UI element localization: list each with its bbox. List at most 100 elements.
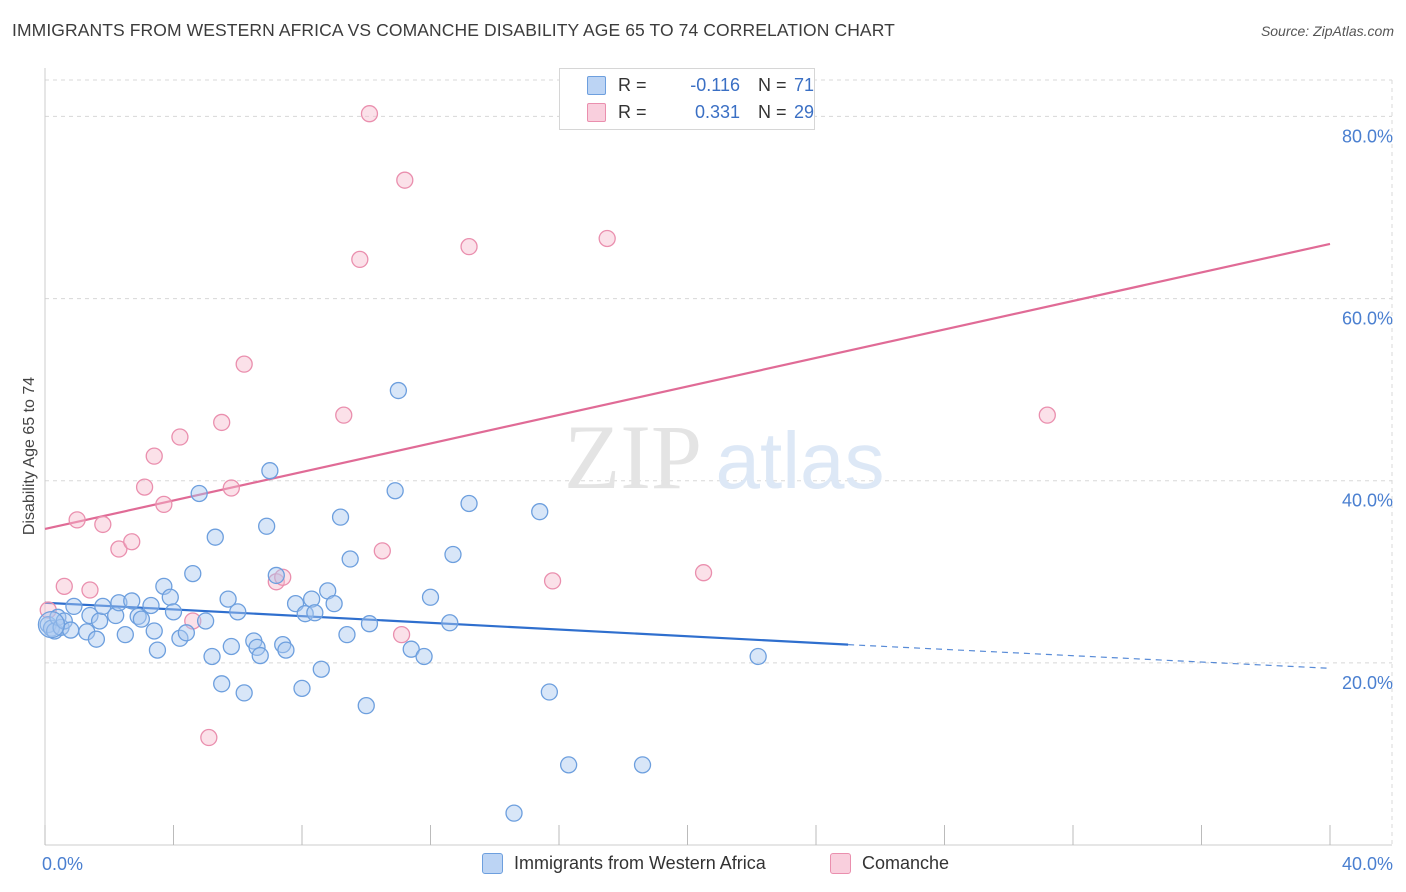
pink-data-point [598,229,616,248]
blue-data-point [184,564,202,583]
y-tick-label: 60.0% [1342,309,1393,329]
blue-data-point [389,381,408,400]
blue-data-point [331,508,350,526]
blue-data-point [444,545,462,564]
blue-data-point [415,647,433,666]
blue-data-point [213,675,231,693]
pink-data-point [360,105,379,123]
legend-n-value: 71 [794,75,815,95]
watermark-atlas: atlas [716,416,885,505]
blue-data-point [325,595,343,613]
blue-data-point [531,503,549,521]
pink-data-point [68,511,86,529]
blue-data-point [123,592,141,610]
trend-lines [44,242,1331,669]
tick-labels: 20.0% 40.0% 60.0% 80.0% 0.0% 40.0% [42,126,1393,874]
blue-data-point [177,624,196,642]
blue-data-point [196,612,215,630]
pink-data-point [123,533,141,551]
chart-source: Source: ZipAtlas.com [1260,23,1394,39]
pink-data-point [351,250,369,269]
pink-data-point [213,413,231,432]
legend-n-value: 29 [794,102,815,122]
pink-data-point [373,542,391,560]
blue-data-point [90,612,109,630]
blue-data-point [129,607,147,626]
blue-data-point [161,588,179,606]
blue-data-point [87,630,106,648]
blue-data-point [357,697,375,715]
x-tick-label: 40.0% [1342,854,1393,874]
blue-data-point [306,604,324,622]
blue-data-point [338,625,356,644]
blue-data-point [81,606,99,625]
legend-r-label: R = [618,102,647,122]
blue-data-point [341,550,359,568]
chart-title: IMMIGRANTS FROM WESTERN AFRICA VS COMANC… [12,20,895,40]
y-tick-label: 40.0% [1342,491,1393,511]
pink-data-point [396,171,414,189]
data-points [37,105,1056,822]
blue-data-point [293,679,311,698]
blue-data-point [460,494,478,513]
blue-data-point [142,596,160,615]
x-tick-label: 0.0% [42,854,83,874]
blue-data-point [277,641,295,659]
blue-data-point [116,625,134,644]
blue-data-point [94,597,112,616]
blue-data-point [749,647,767,666]
blue-data-point [219,590,237,608]
axes [44,68,1392,846]
blue-data-point [206,528,224,546]
blue-data-point [441,614,459,632]
blue-data-point [633,756,652,774]
legend-label: Immigrants from Western Africa [514,853,766,873]
pink-data-point [1038,406,1056,424]
blue-data-point [402,640,420,658]
blue-data-point [360,615,379,633]
blue-data-point [386,482,404,500]
blue-data-point [65,597,83,616]
legend-r-value: 0.331 [694,102,740,122]
pink-data-point [135,478,154,496]
pink-data-point [155,495,173,514]
correlation-legend: R = -0.116 N = 71 R = 0.331 N = 29 [559,68,815,130]
pink-data-point [392,625,411,644]
y-tick-label: 80.0% [1342,126,1393,146]
watermark-zip: ZIP [564,406,702,508]
pink-data-point [94,515,112,534]
blue-data-point [312,660,330,678]
blue-data-point [267,566,285,585]
blue-data-point [235,684,253,702]
pink-data-point [200,728,218,747]
blue-data-point [505,804,523,822]
blue-data-point [62,621,80,639]
pink-data-point [335,406,353,424]
blue-trend-line [44,601,849,646]
pink-data-point [460,238,478,256]
pink-data-point [694,564,713,582]
blue-data-point [155,577,173,596]
legend-swatch-pink [587,103,606,122]
blue-data-point [110,594,128,612]
blue-data-point [148,641,167,659]
blue-data-point [222,637,240,656]
y-tick-label: 20.0% [1342,673,1393,693]
blue-data-point [559,756,578,774]
blue-data-point [164,603,183,621]
blue-data-point [37,610,66,639]
legend-n-label: N = [758,75,787,95]
blue-data-point [261,462,279,480]
legend-label: Comanche [862,853,950,873]
blue-data-point [274,635,292,654]
blue-data-point [421,588,440,606]
pink-data-point [110,540,128,558]
blue-data-point [132,610,151,628]
blue-data-point [203,647,221,666]
pink-data-point [171,428,189,446]
pink-data-point [81,581,99,599]
blue-data-point [145,622,163,640]
blue-trend-extension [848,644,1331,669]
blue-data-point [540,683,559,701]
